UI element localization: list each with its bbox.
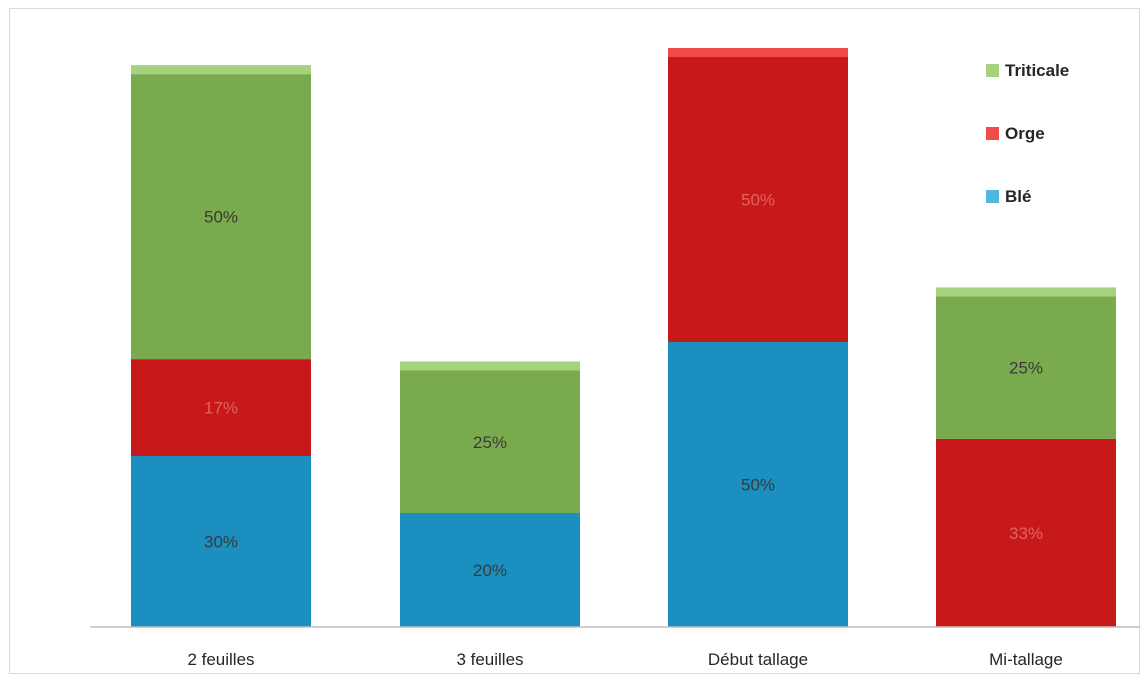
category-labels: 2 feuilles 3 feuilles Début tallage Mi-tall… [187, 650, 1062, 669]
bars-group: 30% 17% 50% 20% 25% 50% 50% 33% 25% [131, 48, 1116, 627]
data-label: 17% [204, 399, 238, 418]
bar-segment-bl--1 [131, 456, 311, 627]
legend-label: Orge [1005, 124, 1045, 143]
legend-label: Triticale [1005, 61, 1069, 80]
bar-top-cap [668, 48, 848, 57]
legend-swatch [986, 64, 999, 77]
category-label: 3 feuilles [456, 650, 523, 669]
legend-swatch [986, 127, 999, 140]
bar-segment-triticale-2 [400, 370, 580, 513]
bar-segment-orge-1 [131, 359, 311, 456]
data-label: 25% [473, 433, 507, 452]
legend: Triticale Orge Blé [986, 61, 1069, 206]
data-label: 30% [204, 533, 238, 552]
bar-segment-orge-3 [668, 57, 848, 342]
legend-label: Blé [1005, 187, 1031, 206]
bar-top-cap [400, 361, 580, 371]
data-label: 20% [473, 561, 507, 580]
data-label: 50% [741, 476, 775, 495]
bar-segment-orge-4 [936, 438, 1116, 627]
legend-swatch [986, 190, 999, 203]
data-label: 50% [741, 191, 775, 210]
bar-top-cap [936, 287, 1116, 297]
data-label: 33% [1009, 524, 1043, 543]
category-label: 2 feuilles [187, 650, 254, 669]
bar-segment-triticale-4 [936, 296, 1116, 439]
bar-segment-triticale-1 [131, 74, 311, 360]
bar-segment-bl--2 [400, 513, 580, 627]
bar-segment-bl--3 [668, 342, 848, 627]
data-label: 25% [1009, 359, 1043, 378]
bar-top-cap [131, 65, 311, 75]
category-label: Mi-tallage [989, 650, 1063, 669]
category-label: Début tallage [708, 650, 808, 669]
data-label: 50% [204, 208, 238, 227]
